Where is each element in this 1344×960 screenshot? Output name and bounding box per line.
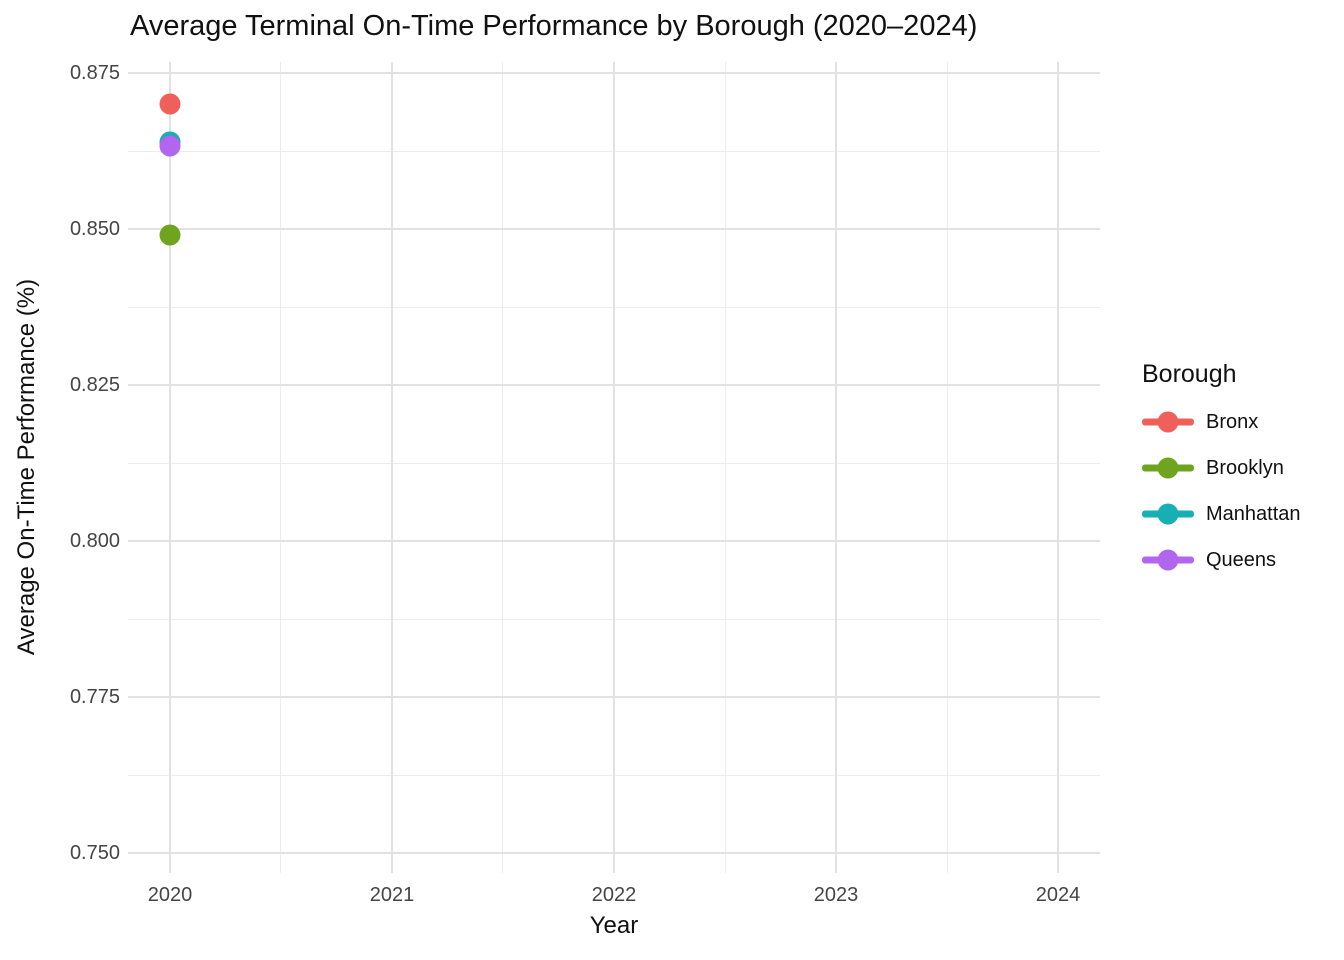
legend: Borough Bronx Brooklyn Manhattan Queens bbox=[1142, 360, 1301, 591]
y-tick-label: 0.850 bbox=[69, 218, 120, 241]
y-axis-title: Average On-Time Performance (%) bbox=[13, 278, 40, 656]
y-tick-label: 0.775 bbox=[69, 686, 120, 709]
x-tick-label: 2020 bbox=[147, 884, 193, 906]
legend-dot-swatch bbox=[1157, 457, 1179, 479]
x-tick-label: 2022 bbox=[591, 884, 637, 906]
gridline-minor-v bbox=[502, 62, 504, 873]
legend-item-queens: Queens bbox=[1142, 545, 1301, 575]
x-tick-label: 2024 bbox=[1035, 884, 1081, 906]
legend-dot-swatch bbox=[1157, 411, 1179, 433]
legend-key-icon bbox=[1142, 499, 1194, 529]
gridline-minor-v bbox=[280, 62, 282, 873]
gridline-major-v bbox=[168, 62, 171, 873]
x-tick-label: 2021 bbox=[369, 884, 415, 906]
gridline-major-v bbox=[1057, 62, 1060, 873]
data-point-brooklyn bbox=[159, 224, 181, 246]
data-point-bronx bbox=[159, 93, 181, 115]
legend-item-label: Manhattan bbox=[1206, 502, 1301, 525]
gridline-minor-v bbox=[724, 62, 726, 873]
plot-panel bbox=[128, 62, 1100, 873]
gridline-major-v bbox=[390, 62, 393, 873]
gridline-minor-v bbox=[946, 62, 948, 873]
legend-item-label: Bronx bbox=[1206, 410, 1259, 433]
legend-entries: Bronx Brooklyn Manhattan Queens bbox=[1142, 407, 1301, 575]
legend-item-label: Queens bbox=[1206, 548, 1277, 571]
chart-title: Average Terminal On-Time Performance by … bbox=[130, 10, 978, 42]
legend-dot-swatch bbox=[1157, 549, 1179, 571]
legend-item-brooklyn: Brooklyn bbox=[1142, 453, 1301, 483]
gridline-major-v bbox=[835, 62, 838, 873]
legend-item-bronx: Bronx bbox=[1142, 407, 1301, 437]
data-point-queens bbox=[159, 135, 181, 157]
x-axis-title: Year bbox=[589, 912, 639, 939]
legend-item-manhattan: Manhattan bbox=[1142, 499, 1301, 529]
gridline-major-v bbox=[613, 62, 615, 873]
y-tick-label: 0.875 bbox=[69, 62, 120, 85]
y-tick-label: 0.800 bbox=[69, 530, 120, 553]
legend-key-icon bbox=[1142, 453, 1194, 483]
legend-key-icon bbox=[1142, 407, 1194, 437]
legend-dot-swatch bbox=[1157, 503, 1179, 525]
legend-key-icon bbox=[1142, 545, 1194, 575]
y-tick-label: 0.825 bbox=[69, 374, 120, 397]
legend-item-label: Brooklyn bbox=[1206, 456, 1284, 479]
legend-title: Borough bbox=[1142, 360, 1237, 388]
x-tick-label: 2023 bbox=[813, 884, 859, 906]
y-tick-label: 0.750 bbox=[69, 842, 120, 865]
